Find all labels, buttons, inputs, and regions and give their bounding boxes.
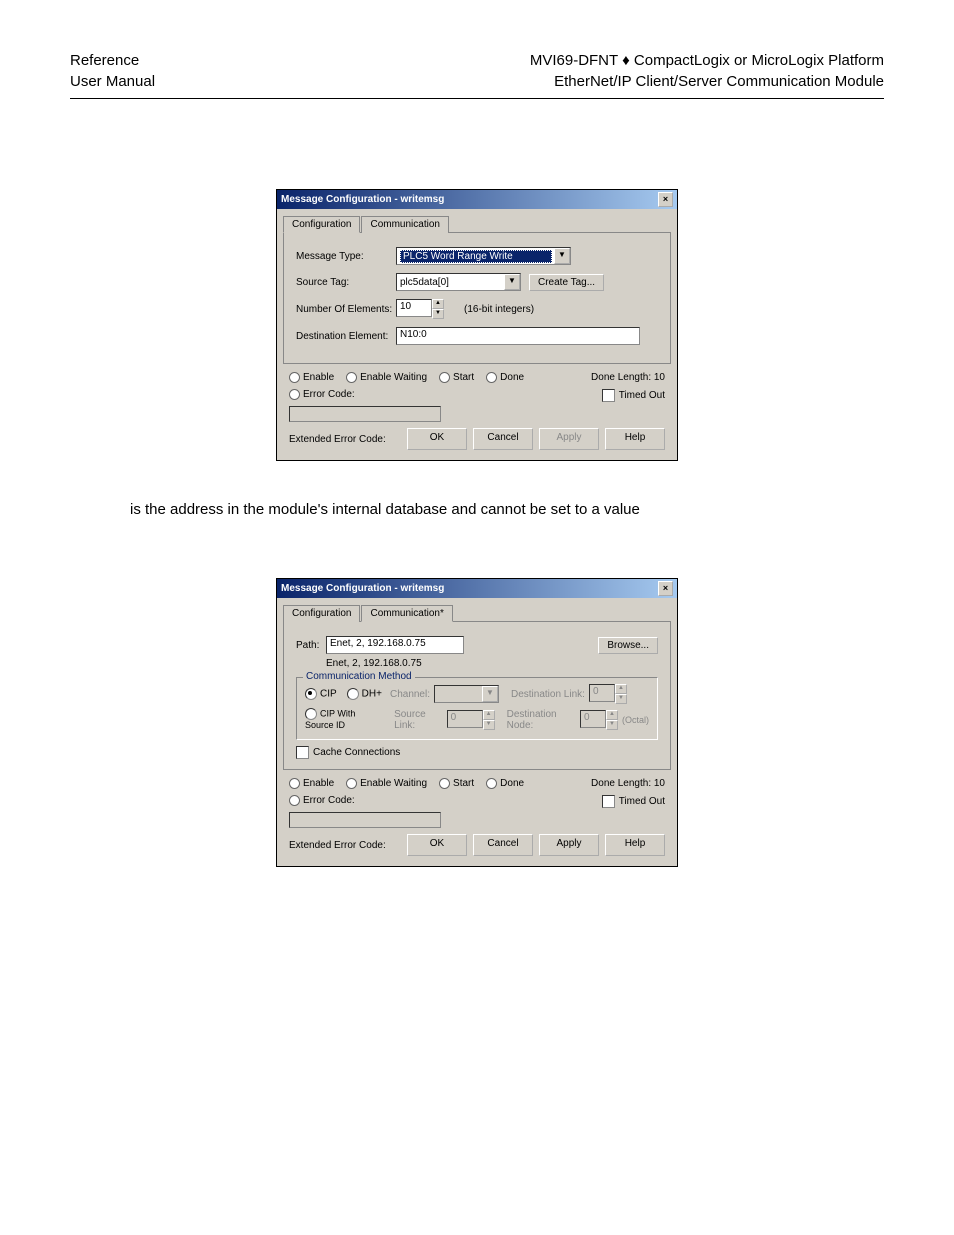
create-tag-button[interactable]: Create Tag... <box>529 274 604 291</box>
body-text: is the address in the module's internal … <box>70 501 884 518</box>
cancel-button[interactable]: Cancel <box>473 834 533 856</box>
tab-configuration[interactable]: Configuration <box>283 216 360 233</box>
status-done: Done <box>486 372 524 383</box>
spin-up-icon[interactable]: ▲ <box>432 299 444 309</box>
status-enable-waiting: Enable Waiting <box>346 778 427 789</box>
header-rule <box>70 98 884 99</box>
help-button[interactable]: Help <box>605 834 665 856</box>
octal-label: (Octal) <box>622 715 649 725</box>
dest-node-spinner: 0 ▲▼ <box>580 710 618 730</box>
num-elements-spinner[interactable]: 10 ▲ ▼ <box>396 299 444 319</box>
dest-element-label: Destination Element: <box>296 331 396 342</box>
spin-down-icon[interactable]: ▼ <box>432 309 444 319</box>
status-enable-waiting: Enable Waiting <box>346 372 427 383</box>
browse-button[interactable]: Browse... <box>598 637 658 654</box>
tab-configuration[interactable]: Configuration <box>283 605 360 622</box>
path-label: Path: <box>296 640 326 651</box>
path-input[interactable]: Enet, 2, 192.168.0.75 <box>326 636 464 654</box>
source-link-spinner: 0 ▲▼ <box>447 710 495 730</box>
dialog-title: Message Configuration - writemsg <box>281 583 444 594</box>
cip-radio[interactable]: CIP <box>305 688 337 700</box>
ext-error-label: Extended Error Code: <box>289 434 386 445</box>
header-right-bottom: EtherNet/IP Client/Server Communication … <box>530 71 884 92</box>
channel-combo: ▼ <box>434 685 499 703</box>
header-left-bottom: User Manual <box>70 71 155 92</box>
dest-link-label: Destination Link: <box>511 689 585 700</box>
error-code-box <box>289 406 441 422</box>
chevron-down-icon[interactable]: ▼ <box>554 248 570 264</box>
chevron-down-icon: ▼ <box>482 686 498 702</box>
comm-method-label: Communication Method <box>303 671 415 682</box>
ext-error-label: Extended Error Code: <box>289 840 386 851</box>
status-enable: Enable <box>289 372 334 383</box>
msg-config-dialog-1: Message Configuration - writemsg × Confi… <box>276 189 678 461</box>
dest-node-label: Destination Node: <box>507 709 576 731</box>
status-done: Done <box>486 778 524 789</box>
done-length: Done Length: 10 <box>591 372 665 383</box>
msg-type-combo[interactable]: PLC5 Word Range Write ▼ <box>396 247 571 265</box>
page-header: Reference User Manual MVI69-DFNT ♦ Compa… <box>70 50 884 92</box>
close-icon[interactable]: × <box>658 192 673 207</box>
tab-communication[interactable]: Communication <box>361 216 448 233</box>
channel-label: Channel: <box>390 689 430 700</box>
error-code-label: Error Code: <box>289 795 355 808</box>
comm-method-fieldset: Communication Method CIP DH+ Channel: ▼ … <box>296 677 658 740</box>
apply-button[interactable]: Apply <box>539 834 599 856</box>
error-code-label: Error Code: <box>289 389 355 402</box>
close-icon[interactable]: × <box>658 581 673 596</box>
apply-button[interactable]: Apply <box>539 428 599 450</box>
source-tag-combo[interactable]: plc5data[0] ▼ <box>396 273 521 291</box>
titlebar[interactable]: Message Configuration - writemsg × <box>277 579 677 598</box>
source-link-label: Source Link: <box>394 709 443 731</box>
dh-radio[interactable]: DH+ <box>347 688 382 700</box>
source-tag-label: Source Tag: <box>296 277 396 288</box>
header-left-top: Reference <box>70 50 155 71</box>
status-start: Start <box>439 778 474 789</box>
dialog-title: Message Configuration - writemsg <box>281 194 444 205</box>
msg-config-dialog-2: Message Configuration - writemsg × Confi… <box>276 578 678 867</box>
cache-check[interactable]: Cache Connections <box>296 746 400 759</box>
cancel-button[interactable]: Cancel <box>473 428 533 450</box>
help-button[interactable]: Help <box>605 428 665 450</box>
dest-link-spinner: 0 ▲▼ <box>589 684 627 704</box>
status-start: Start <box>439 372 474 383</box>
msg-type-label: Message Type: <box>296 251 396 262</box>
titlebar[interactable]: Message Configuration - writemsg × <box>277 190 677 209</box>
status-enable: Enable <box>289 778 334 789</box>
chevron-down-icon[interactable]: ▼ <box>504 274 520 290</box>
ok-button[interactable]: OK <box>407 834 467 856</box>
path-echo: Enet, 2, 192.168.0.75 <box>326 658 422 669</box>
int-note: (16-bit integers) <box>464 304 534 315</box>
error-code-box <box>289 812 441 828</box>
cip-with-radio[interactable]: CIP With Source ID <box>305 708 386 731</box>
tab-communication[interactable]: Communication* <box>361 605 452 622</box>
dest-element-input[interactable]: N10:0 <box>396 327 640 345</box>
num-elements-label: Number Of Elements: <box>296 304 396 315</box>
done-length: Done Length: 10 <box>591 778 665 789</box>
timed-out-check[interactable]: Timed Out <box>602 795 665 808</box>
header-right-top: MVI69-DFNT ♦ CompactLogix or MicroLogix … <box>530 50 884 71</box>
timed-out-check[interactable]: Timed Out <box>602 389 665 402</box>
ok-button[interactable]: OK <box>407 428 467 450</box>
